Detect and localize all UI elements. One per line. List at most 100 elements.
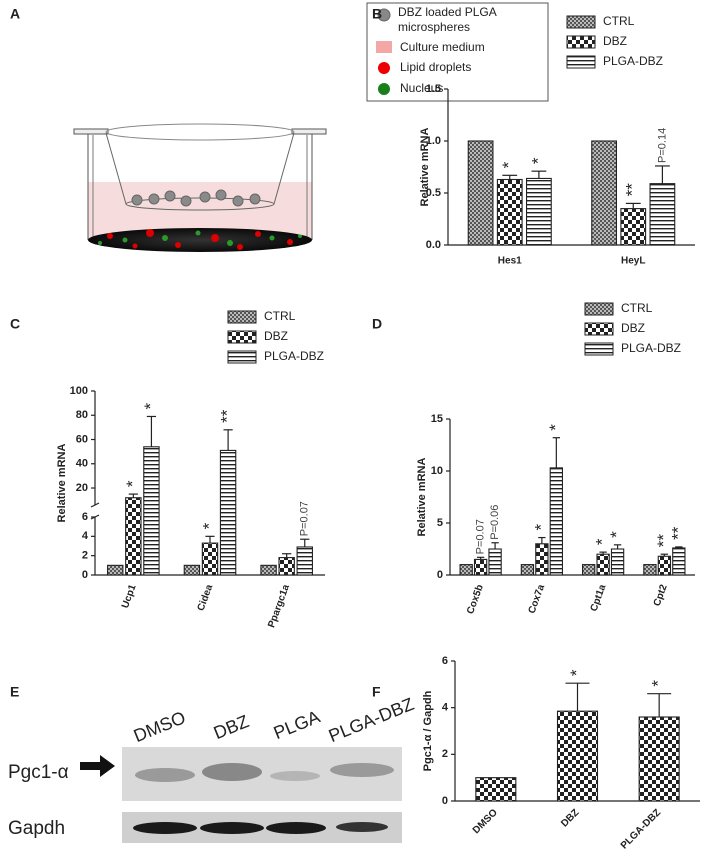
bar — [581, 564, 596, 576]
bar — [107, 564, 124, 576]
annotation: P=0.14 — [656, 128, 668, 163]
y-tick-label: 2 — [82, 550, 88, 562]
annotation: ** — [654, 534, 673, 548]
annotation: * — [123, 480, 142, 487]
y-tick-label: 0 — [442, 795, 448, 807]
bar — [278, 557, 295, 576]
y-tick-label: 5 — [437, 517, 443, 529]
y-tick-label: 2 — [442, 748, 448, 760]
panel-label: A — [10, 6, 20, 22]
y-tick-label: 4 — [442, 702, 449, 714]
y-axis-label: Relative mRNA — [419, 128, 431, 207]
x-tick-label: DBZ — [559, 807, 581, 829]
annotation: ** — [218, 409, 237, 423]
legend-text: Culture medium — [400, 40, 485, 54]
bar — [620, 208, 647, 246]
bar — [260, 564, 277, 576]
lane-label: DBZ — [211, 711, 252, 743]
legend-text: DBZ loaded PLGA microspheres — [398, 5, 497, 34]
bar — [591, 140, 618, 246]
bar — [143, 446, 160, 576]
legend-label: DBZ — [264, 329, 288, 343]
y-tick-label: 15 — [431, 413, 443, 425]
panel-label: B — [372, 6, 382, 22]
legend-label: CTRL — [621, 301, 653, 315]
y-tick-label: 6 — [82, 511, 88, 523]
x-tick-label: Cox7a — [527, 583, 548, 615]
annotation: P=0.07 — [475, 519, 487, 554]
bar — [473, 558, 488, 576]
bar — [183, 564, 201, 576]
bar — [535, 543, 549, 576]
legend-swatch — [566, 55, 596, 69]
x-tick-label: HeyL — [621, 256, 645, 267]
bar — [488, 548, 502, 576]
lane-label: PLGA-DBZ — [326, 694, 417, 746]
bar — [201, 542, 219, 576]
arrow — [80, 755, 115, 777]
y-tick-label: 20 — [76, 482, 88, 494]
bar — [638, 716, 680, 802]
legend-swatch — [566, 35, 596, 49]
legend-box — [366, 2, 549, 102]
bar — [672, 547, 686, 576]
panel-label: E — [10, 684, 19, 700]
x-tick-label: Cidea — [196, 583, 216, 613]
bar — [475, 777, 517, 802]
legend-label: DBZ — [621, 321, 645, 335]
y-axis-label: Pgc1-α / Gapdh — [422, 690, 434, 771]
bar — [525, 177, 552, 246]
y-tick-label: 0 — [82, 569, 88, 581]
annotation: * — [567, 669, 586, 676]
y-tick-label: 0.5 — [426, 187, 441, 199]
annotation: * — [649, 680, 668, 687]
legend-swatch — [227, 310, 257, 324]
bar — [467, 140, 494, 246]
bar — [549, 467, 564, 576]
blot-lane-labels: DMSO DBZ PLGA PLGA-DBZ — [131, 694, 417, 746]
y-tick-label: 100 — [70, 385, 88, 397]
panel-label: D — [372, 316, 382, 332]
y-tick-label: 4 — [82, 530, 89, 542]
annotation: ** — [623, 183, 642, 197]
annotation: * — [528, 157, 547, 164]
y-tick-label: 0.0 — [426, 239, 441, 251]
bar — [657, 555, 672, 576]
x-tick-label: DMSO — [471, 807, 500, 836]
y-axis-label: Relative mRNA — [56, 444, 68, 523]
legend-icon — [378, 62, 390, 74]
annotation: * — [499, 161, 518, 168]
annotation: * — [141, 402, 160, 409]
panel-label: C — [10, 316, 20, 332]
lane-label: DMSO — [131, 707, 189, 746]
legend-swatch — [584, 342, 614, 356]
y-tick-label: 60 — [76, 433, 88, 445]
x-tick-label: Hes1 — [498, 256, 522, 267]
legend-swatch — [227, 330, 257, 344]
bar — [459, 564, 473, 576]
transwell — [73, 123, 327, 252]
annotation: * — [546, 424, 565, 431]
x-tick-label: Ppargc1a — [266, 583, 292, 629]
bar — [496, 178, 523, 246]
legend-label: PLGA-DBZ — [603, 54, 663, 68]
bar — [610, 548, 625, 576]
y-tick-label: 6 — [442, 655, 448, 667]
legend-swatch — [584, 322, 614, 336]
bar — [125, 497, 142, 576]
y-axis-label: Relative mRNA — [416, 458, 428, 537]
legend-label: PLGA-DBZ — [621, 341, 681, 355]
bar — [296, 546, 313, 576]
bar — [596, 553, 610, 576]
x-tick-label: PLGA-DBZ — [619, 807, 663, 851]
x-tick-label: Cpt2 — [652, 583, 670, 608]
y-tick-label: 40 — [76, 458, 88, 470]
y-tick-label: 80 — [76, 409, 88, 421]
y-tick-label: 1.5 — [426, 83, 441, 95]
annotation: P=0.07 — [299, 501, 311, 536]
annotation: * — [607, 531, 626, 538]
y-tick-label: 0 — [437, 569, 443, 581]
panel-label: F — [372, 684, 381, 700]
